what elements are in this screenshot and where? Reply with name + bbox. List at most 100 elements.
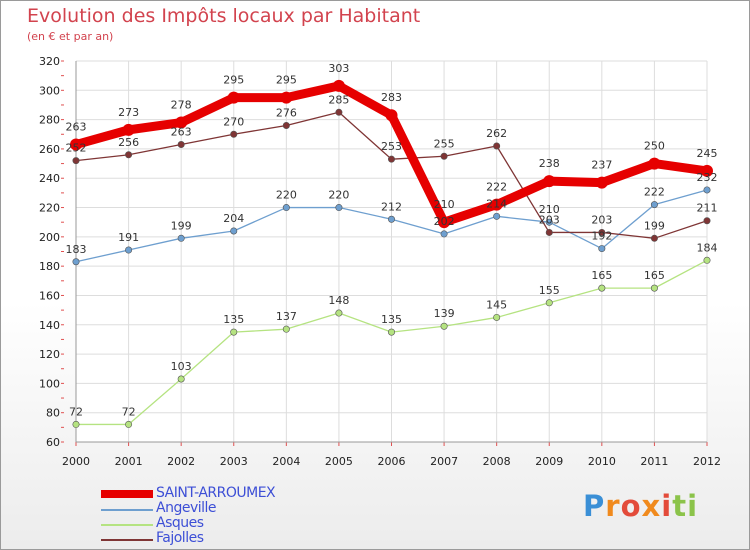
data-label-angeville: 212 <box>381 200 402 213</box>
data-label-saint-arroumex: 273 <box>118 106 139 119</box>
data-point-fajolles <box>545 228 553 236</box>
data-label-fajolles: 270 <box>223 115 244 128</box>
data-point-saint-arroumex <box>385 109 398 122</box>
data-label-fajolles: 203 <box>591 213 612 226</box>
y-tick-label: 300 <box>39 84 60 97</box>
y-tick-label: 100 <box>39 377 60 390</box>
data-point-angeville <box>125 246 133 254</box>
data-point-angeville <box>545 218 553 226</box>
y-tick-label: 140 <box>39 319 60 332</box>
data-label-fajolles: 263 <box>171 126 192 139</box>
data-label-saint-arroumex: 303 <box>328 62 349 75</box>
x-tick-label: 2007 <box>430 455 458 468</box>
data-point-saint-arroumex <box>227 91 240 104</box>
data-label-asques: 72 <box>69 405 83 418</box>
data-point-fajolles <box>72 157 80 165</box>
data-label-fajolles: 285 <box>328 93 349 106</box>
logo-letter: x <box>641 489 662 523</box>
data-point-angeville <box>703 186 711 194</box>
y-tick-label: 160 <box>39 289 60 302</box>
y-tick-label: 280 <box>39 114 60 127</box>
data-label-fajolles: 253 <box>381 140 402 153</box>
data-label-asques: 72 <box>122 405 136 418</box>
x-tick-label: 2010 <box>588 455 616 468</box>
data-label-angeville: 204 <box>223 212 244 225</box>
data-point-saint-arroumex <box>490 198 503 211</box>
data-point-angeville <box>282 204 290 212</box>
data-label-fajolles: 203 <box>539 213 560 226</box>
data-point-saint-arroumex <box>70 138 82 151</box>
chart-title: Evolution des Impôts locaux par Habitant <box>27 5 421 27</box>
y-tick-label: 260 <box>39 143 60 156</box>
data-label-asques: 137 <box>276 310 297 323</box>
data-point-asques <box>335 309 343 317</box>
legend-label-saint-arroumex: SAINT-ARROUMEX <box>156 485 276 501</box>
x-tick-label: 2005 <box>325 455 353 468</box>
data-point-asques <box>440 322 448 330</box>
legend-label-asques: Asques <box>156 515 204 531</box>
data-label-angeville: 210 <box>539 203 560 216</box>
data-label-fajolles: 211 <box>697 202 718 215</box>
y-tick-label: 120 <box>39 348 60 361</box>
legend-swatch-fajolles <box>101 539 153 541</box>
data-point-fajolles <box>650 234 658 242</box>
data-point-angeville <box>493 212 501 220</box>
logo-letter: t <box>672 489 688 523</box>
data-point-saint-arroumex <box>122 123 135 136</box>
data-label-saint-arroumex: 295 <box>223 74 244 87</box>
data-point-angeville <box>598 245 606 253</box>
data-label-angeville: 192 <box>591 230 612 243</box>
data-label-fajolles: 262 <box>486 127 507 140</box>
axes: 60 80 100 120 140 160 180 200 220 240 260 280 300 320… <box>39 55 721 468</box>
data-point-asques <box>545 299 553 307</box>
data-point-asques <box>703 256 711 264</box>
y-tick-label: 200 <box>39 231 60 244</box>
data-label-asques: 139 <box>434 307 455 320</box>
data-point-asques <box>72 420 80 428</box>
data-label-saint-arroumex: 237 <box>591 159 612 172</box>
x-tick-label: 2008 <box>483 455 511 468</box>
proxiti-logo: Proxiti <box>583 489 698 523</box>
logo-letter: r <box>605 489 621 523</box>
data-point-asques <box>387 328 395 336</box>
logo-letter: i <box>687 489 699 523</box>
data-point-fajolles <box>125 151 133 159</box>
y-tick-label: 320 <box>39 55 60 68</box>
data-point-saint-arroumex <box>175 116 188 129</box>
data-label-saint-arroumex: 245 <box>697 147 718 160</box>
data-label-saint-arroumex: 222 <box>486 181 507 194</box>
series-lines <box>70 79 713 428</box>
data-label-asques: 165 <box>644 269 665 282</box>
data-label-asques: 135 <box>223 313 244 326</box>
x-tick-label: 2012 <box>693 455 721 468</box>
legend-swatch-asques <box>101 524 153 526</box>
data-label-saint-arroumex: 278 <box>171 99 192 112</box>
data-label-fajolles: 199 <box>644 219 665 232</box>
data-label-asques: 155 <box>539 284 560 297</box>
x-tick-label: 2000 <box>62 455 90 468</box>
x-tick-label: 2004 <box>272 455 300 468</box>
data-label-asques: 148 <box>328 294 349 307</box>
data-point-angeville <box>335 204 343 212</box>
data-labels: 183 191 199 204 220 220 212 202 214 210 192 222 232 7… <box>66 62 718 419</box>
data-point-asques <box>177 375 185 383</box>
y-tick-label: 80 <box>46 407 60 420</box>
data-label-fajolles: 256 <box>118 136 139 149</box>
data-label-angeville: 220 <box>328 189 349 202</box>
logo-letter: o <box>620 489 642 523</box>
data-label-angeville: 183 <box>66 243 87 256</box>
data-point-fajolles <box>440 152 448 160</box>
data-point-saint-arroumex <box>438 216 451 229</box>
data-label-angeville: 202 <box>434 215 455 228</box>
data-label-saint-arroumex: 263 <box>66 121 87 134</box>
legend-label-angeville: Angeville <box>156 500 217 516</box>
data-point-asques <box>650 284 658 292</box>
data-point-angeville <box>177 234 185 242</box>
data-label-asques: 165 <box>591 269 612 282</box>
chart-subtitle: (en € et par an) <box>27 30 114 43</box>
data-point-saint-arroumex <box>648 157 661 170</box>
x-tick-label: 2011 <box>640 455 668 468</box>
data-point-fajolles <box>598 228 606 236</box>
legend-swatch-angeville <box>101 509 153 511</box>
